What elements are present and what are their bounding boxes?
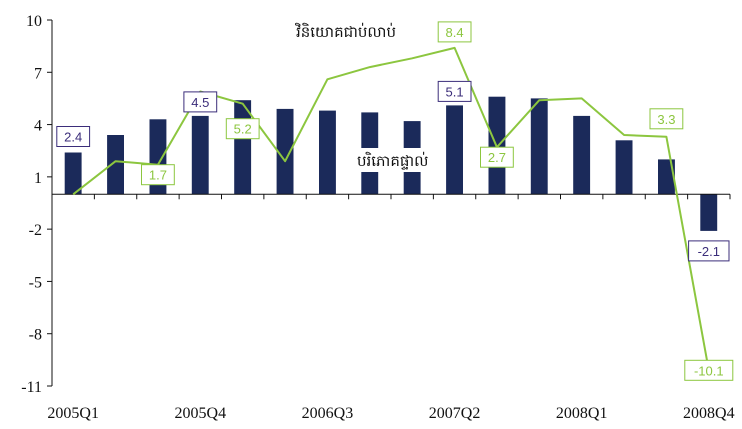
y-tick-label: 4 <box>34 118 42 135</box>
series-label-line: វិនិយោគជាប់លាប់ <box>295 22 396 41</box>
bar-2006Q1 <box>234 100 252 195</box>
data-label: 3.3 <box>649 108 684 130</box>
line-series <box>72 46 710 371</box>
svg-text:5.1: 5.1 <box>446 84 464 99</box>
bar-2008Q4 <box>700 194 718 231</box>
y-tick-label: -11 <box>21 379 42 396</box>
svg-text:1.7: 1.7 <box>149 168 167 183</box>
y-tick-label: -2 <box>29 222 42 239</box>
data-label: 5.2 <box>225 118 260 140</box>
data-label: 1.7 <box>141 164 175 186</box>
svg-text:3.3: 3.3 <box>657 112 675 127</box>
axes-layer: 10 7 4 1 -2 -5 -8 -11 2005Q1 2005Q4 2006Q3 2007Q2 20… <box>21 13 734 422</box>
data-label: 4.5 <box>183 91 218 113</box>
svg-text:8.4: 8.4 <box>446 25 464 40</box>
svg-text:2.7: 2.7 <box>488 150 506 165</box>
x-tick-label: 2008Q1 <box>556 405 608 422</box>
bar-2006Q3 <box>319 110 336 195</box>
data-label: 5.1 <box>437 80 472 102</box>
bar-2007Q2 <box>446 105 463 195</box>
bar-2005Q1 <box>64 152 82 195</box>
series-label-bar-bg <box>340 148 440 172</box>
y-tick-label: 1 <box>34 170 42 187</box>
bar-2006Q2 <box>276 108 294 195</box>
labels-layer: 2.4 4.5 5.1 -2.1 1.7 5.2 8.4 2.7 3.3 -10.1 <box>56 21 734 381</box>
data-label: 8.4 <box>437 21 472 43</box>
data-label: 2.7 <box>480 146 514 168</box>
y-tick-label: -8 <box>29 327 42 344</box>
y-tick-label: 10 <box>26 13 42 30</box>
bar-2005Q2 <box>107 135 124 195</box>
svg-text:-10.1: -10.1 <box>694 363 724 378</box>
x-tick-label: 2005Q4 <box>175 405 227 422</box>
series-label-bar: បរិភោគផ្ទាល់ <box>357 151 428 170</box>
svg-text:4.5: 4.5 <box>191 95 209 110</box>
bar-2008Q1 <box>573 115 591 195</box>
x-tick-label: 2005Q1 <box>47 405 99 422</box>
data-label: 2.4 <box>56 126 91 147</box>
line-layer <box>72 46 710 371</box>
data-label: -2.1 <box>688 240 730 262</box>
bar-2008Q2 <box>615 140 633 195</box>
data-label: -10.1 <box>684 359 734 381</box>
svg-text:5.2: 5.2 <box>234 122 252 137</box>
x-tick-label: 2008Q4 <box>683 405 735 422</box>
svg-text:-2.1: -2.1 <box>698 244 720 259</box>
svg-text:2.4: 2.4 <box>64 130 82 145</box>
y-tick-label: 7 <box>34 65 42 82</box>
x-tick-label: 2006Q3 <box>302 405 354 422</box>
bar-2008Q3 <box>658 159 675 195</box>
bar-2005Q4 <box>191 115 209 195</box>
x-tick-label: 2007Q2 <box>429 405 481 422</box>
bar-2007Q4 <box>530 98 548 195</box>
y-tick-label: -5 <box>29 274 42 291</box>
